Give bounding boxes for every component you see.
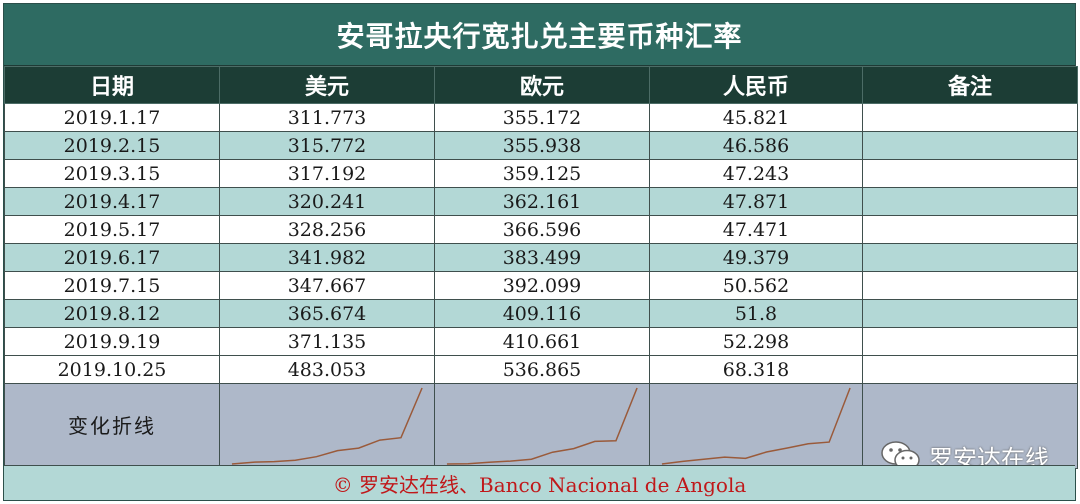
exchange-rate-table: 日期 美元 欧元 人民币 备注 2019.1.17 311.773 355.17… <box>4 66 1078 469</box>
table-row: 2019.7.15 347.667 392.099 50.562 <box>4 271 1078 300</box>
sparkline-line-eur <box>446 387 638 465</box>
sparkline-line-cny <box>661 387 851 465</box>
cell-note <box>862 215 1078 244</box>
table-row: 2019.10.25 483.053 536.865 68.318 <box>4 355 1078 384</box>
sparkline-cny <box>661 387 851 465</box>
header-date: 日期 <box>4 66 220 104</box>
cell-usd: 311.773 <box>219 103 435 132</box>
table-row: 2019.1.17 311.773 355.172 45.821 <box>4 103 1078 132</box>
sheet-title: 安哥拉央行宽扎兑主要币种汇率 <box>4 4 1075 66</box>
cell-eur: 410.661 <box>434 327 650 356</box>
header-note: 备注 <box>862 66 1078 104</box>
sparkline-label-cell: 变化折线 <box>4 383 220 469</box>
header-eur: 欧元 <box>434 66 650 104</box>
sparkline-row: 变化折线 <box>4 383 1078 469</box>
cell-note <box>862 355 1078 384</box>
cell-cny: 50.562 <box>649 271 863 300</box>
cell-date: 2019.2.15 <box>4 131 220 160</box>
table-row: 2019.6.17 341.982 383.499 49.379 <box>4 243 1078 272</box>
cell-usd: 320.241 <box>219 187 435 216</box>
sparkline-eur-cell <box>434 383 650 469</box>
wechat-icon <box>881 441 920 471</box>
cell-note <box>862 159 1078 188</box>
cell-usd: 347.667 <box>219 271 435 300</box>
cell-eur: 383.499 <box>434 243 650 272</box>
cell-note <box>862 327 1078 356</box>
rate-sheet: 安哥拉央行宽扎兑主要币种汇率 日期 美元 欧元 人民币 备注 2019.1.17… <box>3 3 1078 501</box>
cell-usd: 341.982 <box>219 243 435 272</box>
cell-note <box>862 103 1078 132</box>
cell-cny: 47.471 <box>649 215 863 244</box>
table-row: 2019.3.15 317.192 359.125 47.243 <box>4 159 1078 188</box>
sparkline-usd <box>231 387 423 465</box>
footer-credit: © 罗安达在线、Banco Nacional de Angola <box>4 465 1075 500</box>
cell-usd: 483.053 <box>219 355 435 384</box>
cell-usd: 365.674 <box>219 299 435 328</box>
sparkline-cny-cell <box>649 383 863 469</box>
cell-date: 2019.1.17 <box>4 103 220 132</box>
cell-date: 2019.4.17 <box>4 187 220 216</box>
cell-eur: 355.938 <box>434 131 650 160</box>
cell-eur: 355.172 <box>434 103 650 132</box>
table-row: 2019.9.19 371.135 410.661 52.298 <box>4 327 1078 356</box>
table-row: 2019.5.17 328.256 366.596 47.471 <box>4 215 1078 244</box>
cell-eur: 409.116 <box>434 299 650 328</box>
header-row: 日期 美元 欧元 人民币 备注 <box>4 66 1078 104</box>
cell-note <box>862 131 1078 160</box>
cell-cny: 46.586 <box>649 131 863 160</box>
cell-eur: 536.865 <box>434 355 650 384</box>
sparkline-note-cell <box>862 383 1078 469</box>
cell-eur: 362.161 <box>434 187 650 216</box>
cell-usd: 371.135 <box>219 327 435 356</box>
cell-eur: 359.125 <box>434 159 650 188</box>
table-row: 2019.4.17 320.241 362.161 47.871 <box>4 187 1078 216</box>
cell-note <box>862 243 1078 272</box>
cell-cny: 49.379 <box>649 243 863 272</box>
header-cny: 人民币 <box>649 66 863 104</box>
cell-date: 2019.9.19 <box>4 327 220 356</box>
cell-eur: 366.596 <box>434 215 650 244</box>
cell-cny: 52.298 <box>649 327 863 356</box>
table-row: 2019.8.12 365.674 409.116 51.8 <box>4 299 1078 328</box>
cell-eur: 392.099 <box>434 271 650 300</box>
sparkline-line-usd <box>231 387 423 465</box>
cell-date: 2019.8.12 <box>4 299 220 328</box>
cell-date: 2019.3.15 <box>4 159 220 188</box>
table-row: 2019.2.15 315.772 355.938 46.586 <box>4 131 1078 160</box>
cell-cny: 51.8 <box>649 299 863 328</box>
cell-usd: 315.772 <box>219 131 435 160</box>
cell-usd: 317.192 <box>219 159 435 188</box>
cell-cny: 47.871 <box>649 187 863 216</box>
sparkline-usd-cell <box>219 383 435 469</box>
header-usd: 美元 <box>219 66 435 104</box>
cell-date: 2019.7.15 <box>4 271 220 300</box>
cell-note <box>862 299 1078 328</box>
cell-date: 2019.6.17 <box>4 243 220 272</box>
sparkline-eur <box>446 387 638 465</box>
cell-date: 2019.5.17 <box>4 215 220 244</box>
cell-date: 2019.10.25 <box>4 355 220 384</box>
cell-usd: 328.256 <box>219 215 435 244</box>
sparkline-label: 变化折线 <box>68 413 156 438</box>
cell-note <box>862 187 1078 216</box>
cell-cny: 47.243 <box>649 159 863 188</box>
cell-cny: 68.318 <box>649 355 863 384</box>
cell-note <box>862 271 1078 300</box>
cell-cny: 45.821 <box>649 103 863 132</box>
